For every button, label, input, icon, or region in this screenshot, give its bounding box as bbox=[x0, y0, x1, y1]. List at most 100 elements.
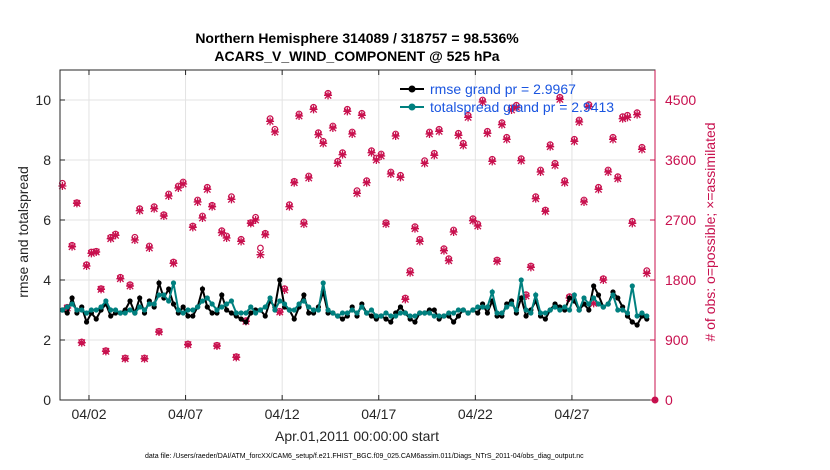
totalspread-point bbox=[277, 298, 283, 304]
obs-assimilated-point bbox=[87, 249, 96, 258]
x-tick-label: 04/02 bbox=[71, 406, 106, 422]
rmse-point bbox=[204, 304, 210, 310]
totalspread-point bbox=[455, 307, 462, 313]
obs-assimilated-point bbox=[68, 242, 77, 251]
rmse-point bbox=[69, 295, 75, 301]
y-axis-label: rmse and totalspread bbox=[15, 166, 31, 298]
totalspread-point bbox=[88, 307, 94, 313]
rmse-point bbox=[586, 307, 592, 313]
totalspread-point bbox=[344, 310, 350, 316]
totalspread-point bbox=[286, 307, 293, 313]
rmse-point bbox=[93, 316, 99, 322]
obs-assimilated-point bbox=[126, 282, 135, 290]
totalspread-point bbox=[412, 313, 418, 319]
obs-assimilated-point bbox=[179, 180, 188, 188]
totalspread-point bbox=[291, 307, 297, 313]
totalspread-point bbox=[620, 307, 626, 313]
rmse-point bbox=[475, 310, 481, 316]
obs-assimilated-point bbox=[159, 212, 168, 220]
totalspread-point bbox=[388, 313, 394, 319]
totalspread-point bbox=[528, 310, 534, 316]
totalspread-point bbox=[335, 313, 341, 319]
totalspread-point bbox=[69, 301, 75, 307]
y-tick-label: 10 bbox=[35, 92, 51, 108]
totalspread-point bbox=[470, 307, 476, 313]
obs-assimilated-point bbox=[198, 214, 207, 222]
obs-assimilated-point bbox=[512, 103, 521, 112]
rmse-point bbox=[199, 286, 206, 292]
obs-assimilated-point bbox=[464, 113, 473, 122]
obs-assimilated-point bbox=[97, 285, 106, 294]
obs-assimilated-point bbox=[608, 135, 617, 144]
totalspread-point bbox=[214, 307, 220, 313]
rmse-point bbox=[291, 316, 297, 322]
obs-assimilated-point bbox=[222, 234, 231, 242]
footer-data-file: data file: /Users/raeder/DAI/ATM_forcXX/… bbox=[145, 453, 584, 460]
totalspread-point bbox=[605, 301, 611, 307]
obs-assimilated-point bbox=[575, 118, 584, 126]
totalspread-point bbox=[547, 307, 553, 313]
totalspread-point bbox=[315, 307, 321, 313]
legend-rmse-marker bbox=[408, 85, 416, 93]
y2-axis-label: # of obs: o=possible; ×=assimilated bbox=[702, 122, 718, 341]
obs-assimilated-point bbox=[589, 299, 598, 308]
rmse-point bbox=[108, 313, 114, 319]
x-tick-label: 04/12 bbox=[265, 406, 300, 422]
totalspread-point bbox=[146, 301, 152, 307]
totalspread-point bbox=[629, 283, 635, 289]
rmse-point bbox=[166, 286, 172, 292]
obs-assimilated-point bbox=[251, 216, 260, 224]
obs-assimilated-point bbox=[343, 107, 352, 116]
obs-assimilated-point bbox=[155, 328, 164, 336]
rmse-point bbox=[634, 322, 640, 328]
obs-assimilated-point bbox=[77, 338, 86, 347]
obs-assimilated-point bbox=[406, 268, 415, 277]
totalspread-point bbox=[441, 313, 447, 319]
totalspread-point bbox=[634, 313, 640, 319]
totalspread-point bbox=[397, 310, 404, 316]
totalspread-point bbox=[296, 301, 302, 307]
obs-assimilated-point bbox=[497, 120, 506, 129]
obs-assimilated-point bbox=[628, 219, 637, 228]
obs-assimilated-point bbox=[183, 340, 192, 349]
obs-assimilated-point bbox=[275, 308, 284, 316]
obs-assimilated-point bbox=[430, 151, 439, 160]
rmse-point bbox=[484, 310, 491, 316]
obs-assimilated-point bbox=[468, 216, 477, 225]
totalspread-point bbox=[581, 295, 587, 301]
obs-assimilated-point bbox=[217, 228, 226, 237]
obs-assimilated-point bbox=[604, 168, 613, 176]
totalspread-point bbox=[562, 304, 568, 310]
totalspread-point bbox=[566, 307, 573, 313]
rmse-point bbox=[518, 295, 524, 301]
obs-assimilated-point bbox=[531, 194, 540, 203]
obs-assimilated-point bbox=[285, 202, 294, 211]
totalspread-point bbox=[122, 310, 128, 316]
obs-assimilated-point bbox=[415, 237, 424, 246]
totalspread-point bbox=[484, 304, 491, 310]
obs-assimilated-point bbox=[488, 157, 497, 166]
obs-assimilated-point bbox=[623, 113, 632, 122]
totalspread-point bbox=[552, 304, 558, 310]
obs-assimilated-point bbox=[261, 230, 270, 239]
obs-assimilated-point bbox=[613, 174, 622, 183]
totalspread-point bbox=[533, 292, 539, 298]
rmse-point bbox=[431, 307, 437, 313]
obs-assimilated-point bbox=[169, 259, 178, 268]
obs-assimilated-point bbox=[396, 173, 405, 182]
totalspread-point bbox=[141, 307, 148, 313]
rmse-point bbox=[228, 310, 235, 316]
rmse-point bbox=[591, 283, 597, 289]
rmse-point bbox=[301, 292, 307, 298]
axes-frame bbox=[59, 69, 656, 401]
rmse-point bbox=[262, 313, 268, 319]
totalspread-point bbox=[228, 298, 235, 304]
obs-assimilated-point bbox=[377, 152, 386, 160]
rmse-point bbox=[306, 310, 312, 316]
rmse-point bbox=[238, 316, 244, 322]
obs-assimilated-point bbox=[338, 150, 347, 159]
obs-assimilated-point bbox=[522, 292, 531, 300]
obs-assimilated-point bbox=[121, 354, 130, 363]
totalspread-point bbox=[108, 307, 114, 313]
